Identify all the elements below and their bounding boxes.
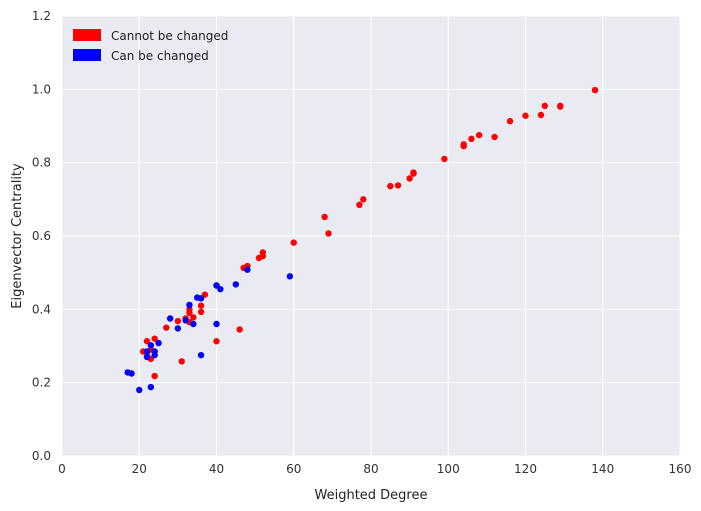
point-can-be-changed bbox=[232, 281, 240, 288]
point-cannot-be-changed bbox=[360, 196, 367, 203]
point-can-be-changed bbox=[166, 315, 174, 322]
legend-swatch-can-be-changed bbox=[73, 49, 101, 61]
legend-label-cannot-be-changed: Cannot be changed bbox=[111, 29, 228, 43]
point-cannot-be-changed bbox=[236, 326, 243, 333]
point-cannot-be-changed bbox=[325, 230, 332, 237]
x-axis-label: Weighted Degree bbox=[315, 488, 428, 503]
point-cannot-be-changed bbox=[406, 175, 413, 182]
x-tick-label: 0 bbox=[58, 462, 66, 476]
y-tick-label: 1.2 bbox=[32, 9, 51, 23]
point-can-be-changed bbox=[190, 320, 197, 328]
point-cannot-be-changed bbox=[537, 111, 545, 119]
point-can-be-changed bbox=[143, 353, 151, 361]
point-can-be-changed bbox=[213, 320, 220, 328]
x-tick-label: 80 bbox=[363, 462, 378, 476]
y-tick-label: 0.4 bbox=[32, 302, 51, 316]
point-can-be-changed bbox=[197, 351, 205, 359]
x-tick-labels: 0 20 40 60 80 100 120 140 160 bbox=[58, 462, 691, 476]
legend: Cannot be changed Can be changed bbox=[73, 29, 228, 63]
y-axis-label: Eigenvector Centrality bbox=[10, 163, 25, 309]
point-cannot-be-changed bbox=[321, 213, 328, 221]
point-cannot-be-changed bbox=[213, 338, 220, 345]
y-tick-label: 0.8 bbox=[32, 156, 51, 170]
point-can-be-changed bbox=[217, 285, 224, 293]
point-cannot-be-changed bbox=[506, 118, 514, 125]
x-tick-label: 100 bbox=[437, 462, 460, 476]
point-can-be-changed bbox=[147, 342, 155, 349]
point-cannot-be-changed bbox=[591, 86, 599, 94]
point-can-be-changed bbox=[174, 325, 182, 332]
point-can-be-changed bbox=[128, 370, 135, 377]
point-cannot-be-changed bbox=[151, 335, 158, 342]
legend-label-can-be-changed: Can be changed bbox=[111, 49, 209, 63]
point-cannot-be-changed bbox=[143, 338, 151, 345]
point-cannot-be-changed bbox=[259, 249, 267, 256]
x-tick-label: 120 bbox=[514, 462, 537, 476]
y-tick-label: 1.0 bbox=[32, 82, 51, 96]
point-cannot-be-changed bbox=[475, 131, 483, 139]
legend-swatch-cannot-be-changed bbox=[73, 29, 101, 41]
point-cannot-be-changed bbox=[441, 155, 448, 163]
point-cannot-be-changed bbox=[460, 141, 467, 148]
point-cannot-be-changed bbox=[541, 102, 549, 110]
point-cannot-be-changed bbox=[356, 201, 363, 209]
point-can-be-changed bbox=[143, 348, 151, 355]
x-tick-label: 40 bbox=[209, 462, 224, 476]
point-can-be-changed bbox=[197, 295, 205, 302]
point-cannot-be-changed bbox=[190, 314, 197, 321]
point-cannot-be-changed bbox=[197, 308, 205, 316]
data-points bbox=[124, 86, 599, 394]
x-tick-label: 160 bbox=[669, 462, 692, 476]
y-tick-label: 0.6 bbox=[32, 229, 51, 243]
point-can-be-changed bbox=[151, 348, 158, 355]
y-tick-labels: 0.0 0.2 0.4 0.6 0.8 1.0 1.2 bbox=[32, 9, 51, 463]
point-cannot-be-changed bbox=[522, 112, 529, 119]
y-tick-label: 0.2 bbox=[32, 376, 51, 390]
x-tick-label: 60 bbox=[286, 462, 301, 476]
series-1 bbox=[124, 266, 294, 394]
point-cannot-be-changed bbox=[197, 302, 205, 309]
point-can-be-changed bbox=[147, 383, 155, 391]
point-cannot-be-changed bbox=[394, 182, 402, 189]
point-cannot-be-changed bbox=[491, 133, 498, 141]
point-cannot-be-changed bbox=[468, 135, 475, 143]
y-tick-label: 0.0 bbox=[32, 449, 51, 463]
point-can-be-changed bbox=[286, 273, 294, 280]
gridlines bbox=[61, 15, 681, 457]
point-can-be-changed bbox=[155, 339, 162, 347]
point-cannot-be-changed bbox=[410, 169, 417, 176]
point-can-be-changed bbox=[136, 386, 143, 394]
point-cannot-be-changed bbox=[174, 317, 182, 325]
point-can-be-changed bbox=[186, 301, 193, 309]
point-cannot-be-changed bbox=[186, 306, 193, 313]
x-tick-label: 20 bbox=[132, 462, 147, 476]
point-cannot-be-changed bbox=[557, 102, 564, 110]
point-cannot-be-changed bbox=[163, 324, 170, 331]
point-cannot-be-changed bbox=[387, 182, 394, 190]
point-can-be-changed bbox=[244, 266, 251, 273]
point-cannot-be-changed bbox=[290, 239, 297, 246]
x-tick-label: 140 bbox=[591, 462, 614, 476]
point-can-be-changed bbox=[182, 317, 189, 324]
point-cannot-be-changed bbox=[178, 358, 185, 365]
point-cannot-be-changed bbox=[151, 372, 158, 380]
